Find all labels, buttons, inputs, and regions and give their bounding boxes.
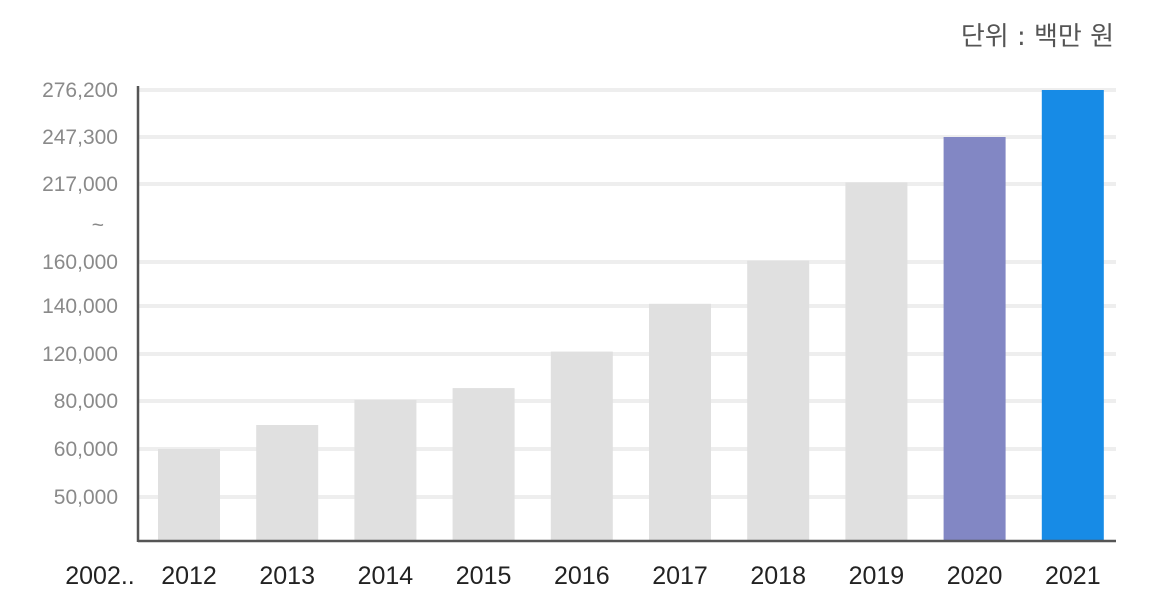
x-tick-label: 2013: [259, 562, 315, 590]
y-tick-label: 50,000: [54, 486, 118, 509]
y-tick-label: 80,000: [54, 390, 118, 413]
bar-2012: [158, 449, 220, 541]
x-tick-label: 2016: [554, 562, 610, 590]
y-tick-label: 276,200: [42, 79, 118, 102]
bar-2020: [943, 137, 1006, 541]
x-tick-labels: 2012 2013 2014 2015 2016 2017 2018 2019 2020 2021…: [65, 562, 1100, 590]
y-tick-label: 60,000: [54, 438, 118, 461]
x-tick-label: 2017: [652, 562, 708, 590]
bar-2017: [649, 303, 711, 541]
bar-2014: [354, 399, 417, 541]
bar-2021: [1041, 90, 1104, 541]
x-tick-label: 2020: [947, 562, 1003, 590]
y-tick-label: 120,000: [42, 343, 118, 366]
x-tick-label: 2019: [849, 562, 905, 590]
x-tick-label: 2015: [456, 562, 512, 590]
x-tick-label: 2014: [358, 562, 414, 590]
y-tick-label: 247,300: [42, 126, 118, 149]
bars: [158, 90, 1104, 541]
y-tick-label: 160,000: [42, 251, 118, 274]
y-tick-labels: 50,000 60,000 80,000 120,000 140,000 160,000 ~…: [42, 79, 118, 509]
bar-2013: [256, 425, 319, 541]
bar-2018: [747, 260, 810, 541]
y-tick-label: 140,000: [42, 295, 118, 318]
x-tick-label: 2018: [750, 562, 806, 590]
axis-break-mark: ~: [92, 214, 104, 237]
x-tick-label: 2021: [1045, 562, 1101, 590]
x-tick-label-start: 2002..: [65, 562, 135, 590]
bar-2016: [550, 351, 613, 541]
bar-2019: [845, 182, 908, 541]
y-tick-label: 217,000: [42, 173, 118, 196]
x-tick-label: 2012: [161, 562, 217, 590]
unit-label: 단위 : 백만 원: [960, 22, 1114, 52]
bar-2015: [452, 388, 515, 541]
axes: [136, 86, 1116, 543]
